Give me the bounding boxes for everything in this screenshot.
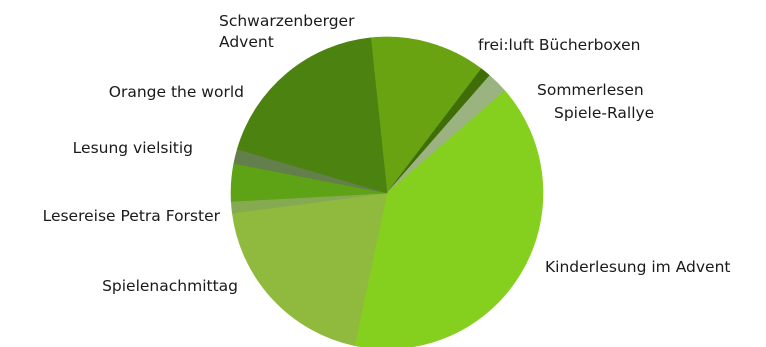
pie-slice-3 — [354, 90, 544, 347]
label-sommerlesen: Sommerlesen — [537, 81, 644, 99]
label-kinderlesung-im-advent: Kinderlesung im Advent — [545, 258, 731, 276]
label-schwarzenberger-advent-line1: Schwarzenberger — [219, 12, 355, 30]
label-lesereise-petra-forster: Lesereise Petra Forster — [43, 207, 221, 225]
label-spiele-rallye: Spiele-Rallye — [554, 104, 654, 122]
label-orange-the-world: Orange the world — [109, 83, 244, 101]
pie-slice-4 — [231, 192, 388, 346]
label-spielenachmittag: Spielenachmittag — [102, 277, 238, 295]
pie-slices — [230, 36, 544, 347]
label-lesung-vielsitig: Lesung vielsitig — [73, 139, 193, 157]
pie-slice-0 — [370, 36, 482, 194]
pie-slice-8 — [236, 37, 388, 194]
label-freiluft-buecherboxen: frei:luft Bücherboxen — [478, 36, 641, 54]
label-schwarzenberger-advent-line2: Advent — [219, 33, 274, 51]
label-schwarzenberger-advent: Schwarzenberger Advent — [219, 12, 359, 51]
